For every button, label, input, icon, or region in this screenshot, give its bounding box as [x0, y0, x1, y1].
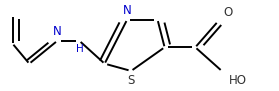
Text: O: O: [223, 6, 232, 19]
Text: N: N: [53, 25, 62, 38]
Text: S: S: [128, 74, 135, 87]
Text: H: H: [76, 44, 83, 54]
Text: N: N: [122, 4, 131, 17]
Text: HO: HO: [229, 74, 247, 87]
